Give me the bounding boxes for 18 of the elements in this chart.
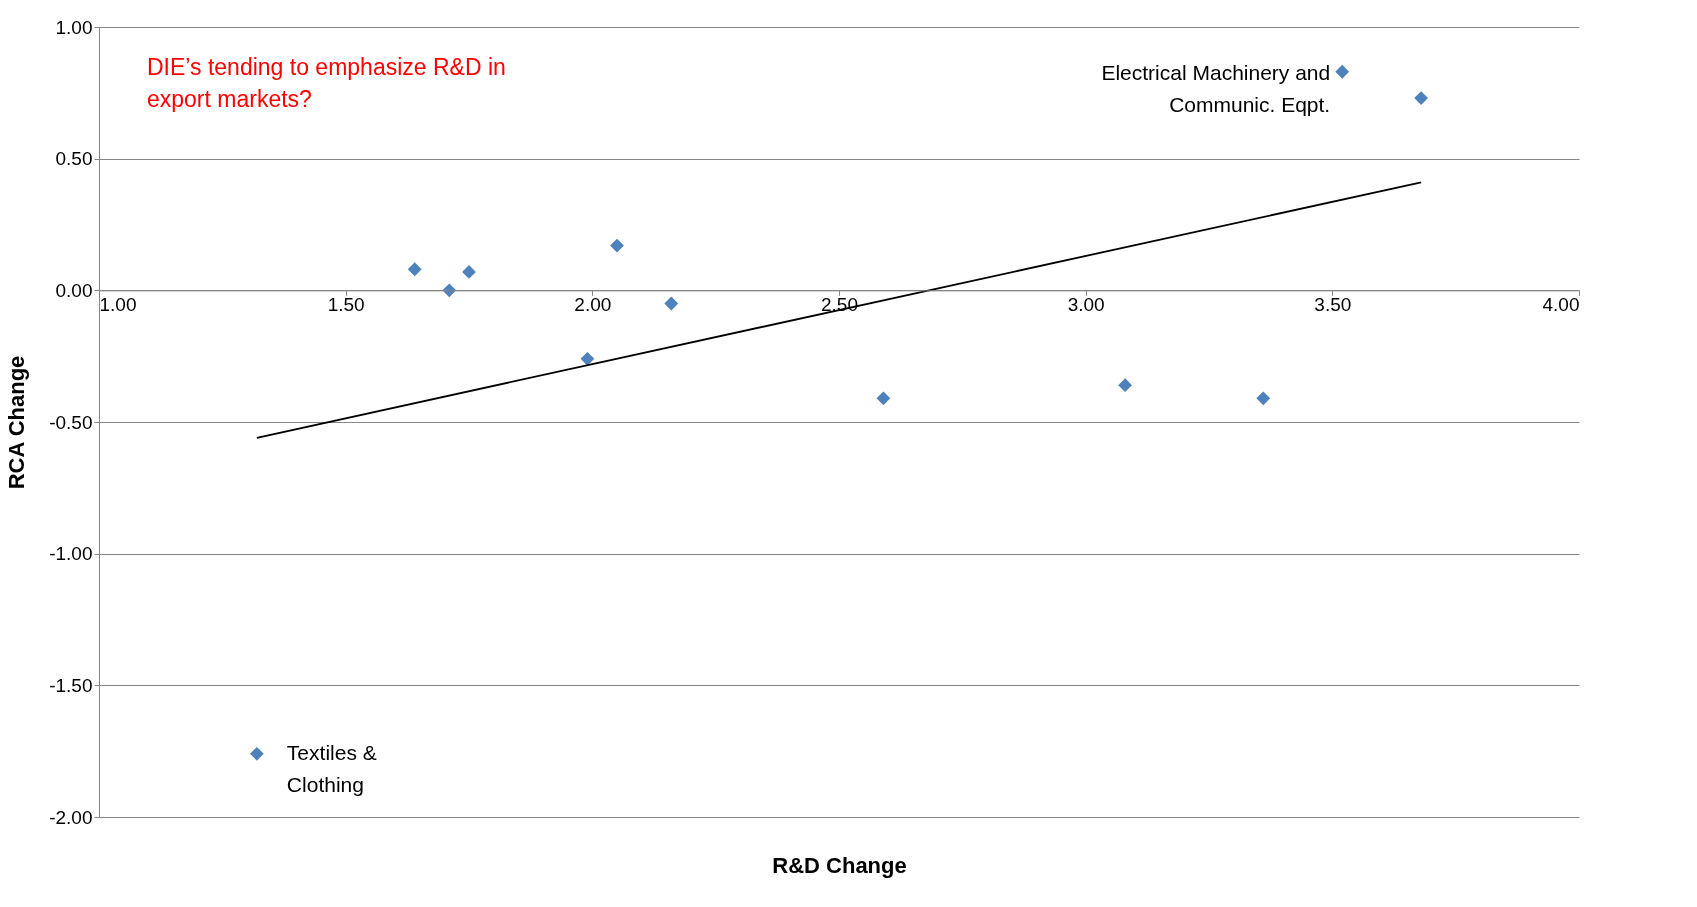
- y-axis-title: RCA Change: [4, 355, 30, 490]
- x-tick-label: 4.00: [1542, 293, 1580, 315]
- y-tick-label: -0.50: [49, 411, 93, 433]
- annotation: Textiles & Clothing: [286, 740, 377, 796]
- y-tick-label: 0.00: [55, 279, 93, 301]
- annotation: Electrical Machinery and Communic. Eqpt.: [1101, 60, 1331, 116]
- x-tick-label: 1.50: [327, 293, 365, 315]
- y-tick-label: -1.00: [49, 543, 93, 565]
- x-tick-label: 3.00: [1067, 293, 1105, 315]
- y-tick-label: -1.50: [49, 674, 93, 696]
- annotation: DIE’s tending to emphasize R&D in export markets?: [147, 54, 506, 112]
- y-tick-label: 1.00: [55, 16, 93, 38]
- y-tick-label: 0.50: [55, 148, 93, 170]
- x-tick-label: 3.50: [1314, 293, 1352, 315]
- x-axis-title: R&D Change: [772, 852, 907, 878]
- x-tick-label: 1.00: [99, 293, 137, 315]
- x-tick-label: 2.00: [574, 293, 612, 315]
- y-tick-label: -2.00: [49, 806, 93, 828]
